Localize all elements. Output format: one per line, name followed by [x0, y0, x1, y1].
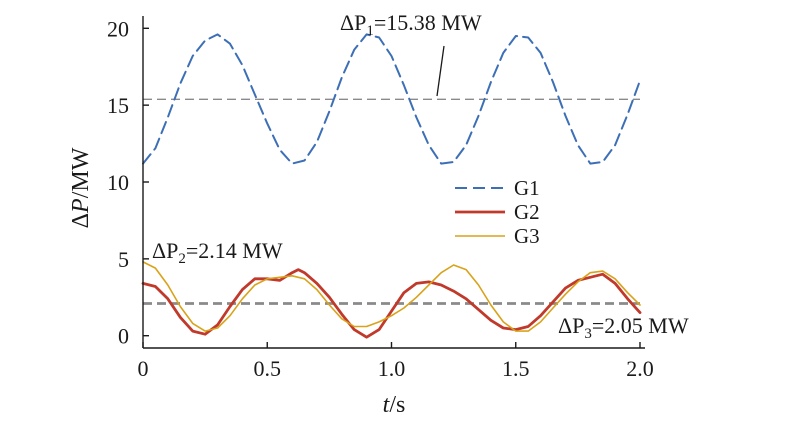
annotation-p2-text: ΔP2=2.14 MW [152, 238, 283, 267]
series-line-g3 [142, 261, 641, 332]
annotation-p1-sub: 1 [366, 23, 374, 39]
annotation-p3-value: =2.05 MW [592, 313, 689, 338]
y-tick-label: 20 [107, 16, 129, 41]
series-layer [141, 33, 642, 339]
annotation-p3-sub: 3 [584, 326, 592, 342]
x-tick-label: 1.0 [378, 356, 406, 381]
ticks: 0 0.5 1.0 1.5 2.0 0 5 10 15 20 [107, 16, 654, 381]
annotation-p1-text: ΔP1=15.38 MW [340, 10, 482, 39]
annotation-p3-text: ΔP3=2.05 MW [558, 313, 689, 342]
legend-item-g1: G1 [455, 176, 540, 200]
y-axis-label: ΔP/MW [68, 147, 94, 228]
legend-label-g1: G1 [514, 176, 540, 200]
legend-item-g3: G3 [455, 224, 540, 248]
x-axis-label-var: t [383, 392, 391, 418]
annotation-p3: ΔP3=2.05 MW [558, 313, 689, 342]
axes [142, 16, 645, 349]
x-tick-label: 0 [138, 356, 149, 381]
annotation-p1: ΔP1=15.38 MW [340, 10, 482, 97]
y-tick-label: 0 [118, 324, 129, 349]
series-line-g2 [141, 268, 642, 339]
y-tick-label: 10 [107, 170, 129, 195]
x-axis-label: t/s [383, 392, 406, 418]
legend: G1 G2 G3 [455, 176, 540, 248]
annotation-p2: ΔP2=2.14 MW [152, 238, 283, 267]
reference-lines [143, 98, 640, 305]
y-axis-label-unit: /MW [68, 147, 94, 198]
x-axis-label-unit: /s [389, 392, 405, 418]
annotation-p1-pointer [436, 45, 445, 97]
y-axis-label-var: P [68, 198, 94, 214]
y-tick-label: 5 [118, 247, 129, 272]
series-line-g1 [142, 33, 641, 165]
annotation-p1-value: =15.38 MW [374, 10, 482, 35]
legend-label-g2: G2 [514, 200, 540, 224]
legend-item-g2: G2 [455, 200, 540, 224]
y-axis-label-prefix: Δ [68, 213, 94, 228]
annotation-p2-value: =2.14 MW [186, 238, 283, 263]
annotation-p3-prefix: ΔP [558, 313, 584, 338]
x-tick-label: 2.0 [626, 356, 654, 381]
annotation-p2-sub: 2 [178, 251, 186, 267]
y-tick-label: 15 [107, 93, 129, 118]
annotation-p2-prefix: ΔP [152, 238, 178, 263]
legend-label-g3: G3 [514, 224, 540, 248]
x-tick-label: 1.5 [502, 356, 530, 381]
annotation-p1-prefix: ΔP [340, 10, 366, 35]
x-tick-label: 0.5 [254, 356, 282, 381]
